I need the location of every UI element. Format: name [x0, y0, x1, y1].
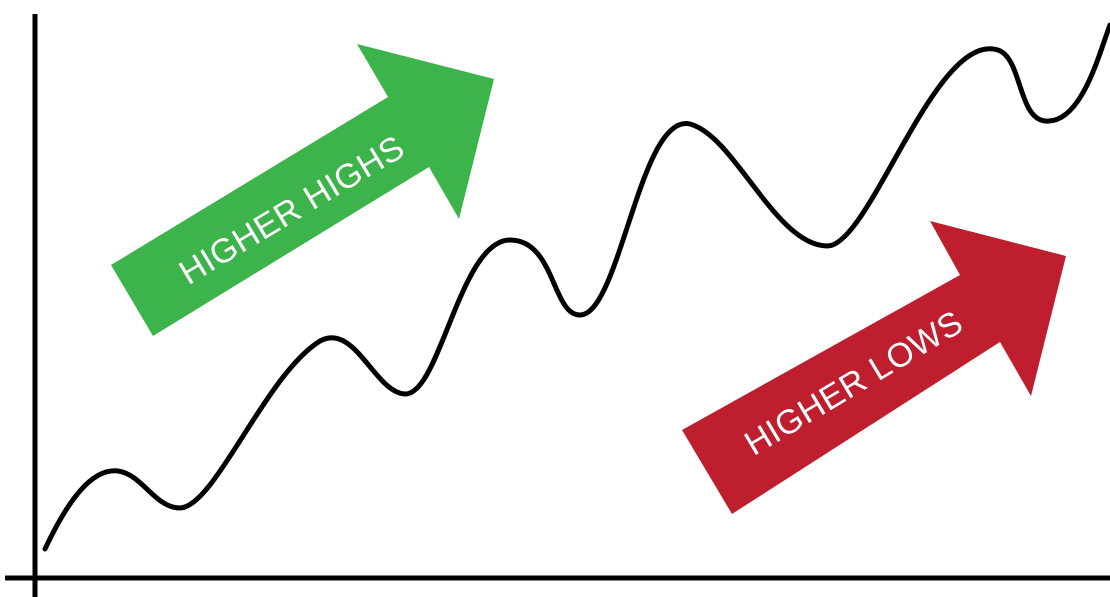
- red-arrow-shape: [682, 221, 1066, 514]
- higher-lows-arrow: HIGHER LOWS: [682, 221, 1066, 514]
- green-arrow-shape: [111, 44, 494, 336]
- price-trend-line: [42, 22, 1110, 552]
- higher-highs-arrow: HIGHER HIGHS: [111, 44, 494, 336]
